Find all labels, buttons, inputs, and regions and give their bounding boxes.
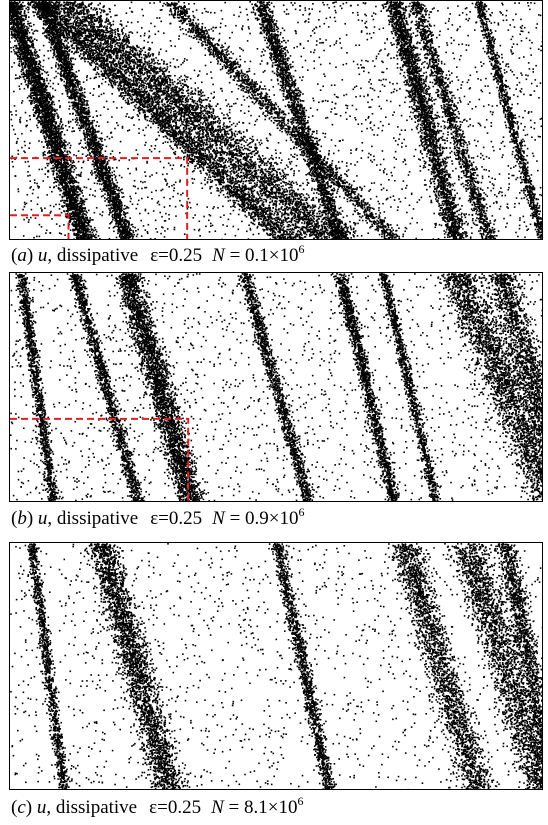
streak-band-3 xyxy=(17,1,304,239)
scatter-plot-b xyxy=(10,273,542,501)
inset-box-0 xyxy=(10,157,189,239)
streak-band-5 xyxy=(494,543,542,785)
streak-band-2 xyxy=(268,543,337,789)
streak-band-7 xyxy=(408,1,498,239)
caption-a: (a) u, dissipative ε=0.25 N = 0.1×106 xyxy=(11,243,305,267)
background-points xyxy=(10,543,542,789)
streak-band-3 xyxy=(387,543,506,789)
scatter-panel-c xyxy=(9,542,543,790)
streak-band-7 xyxy=(481,273,542,472)
scatter-panel-b xyxy=(9,272,543,502)
streak-band-4 xyxy=(159,1,405,239)
streak-band-4 xyxy=(331,273,400,501)
streak-band-5 xyxy=(377,273,443,501)
scatter-plot-a xyxy=(10,1,542,239)
caption-b: (b) u, dissipative ε=0.25 N = 0.9×106 xyxy=(11,506,305,530)
streak-band-2 xyxy=(15,273,61,501)
streak-band-6 xyxy=(430,273,542,501)
streak-band-5 xyxy=(249,1,353,239)
streak-band-0 xyxy=(111,273,207,501)
streak-band-0 xyxy=(83,543,189,789)
streak-band-3 xyxy=(237,273,318,501)
scatter-plot-c xyxy=(10,543,542,789)
caption-c: (c) u, dissipative ε=0.25 N = 8.1×106 xyxy=(11,795,303,819)
scatter-panel-a xyxy=(9,0,543,240)
streak-band-1 xyxy=(66,273,147,501)
streak-band-8 xyxy=(471,1,542,239)
streak-band-1 xyxy=(24,543,71,789)
inset-box-1 xyxy=(10,214,70,239)
streak-band-6 xyxy=(381,1,470,239)
inset-box-0 xyxy=(10,417,190,501)
streak-band-0 xyxy=(10,1,101,239)
